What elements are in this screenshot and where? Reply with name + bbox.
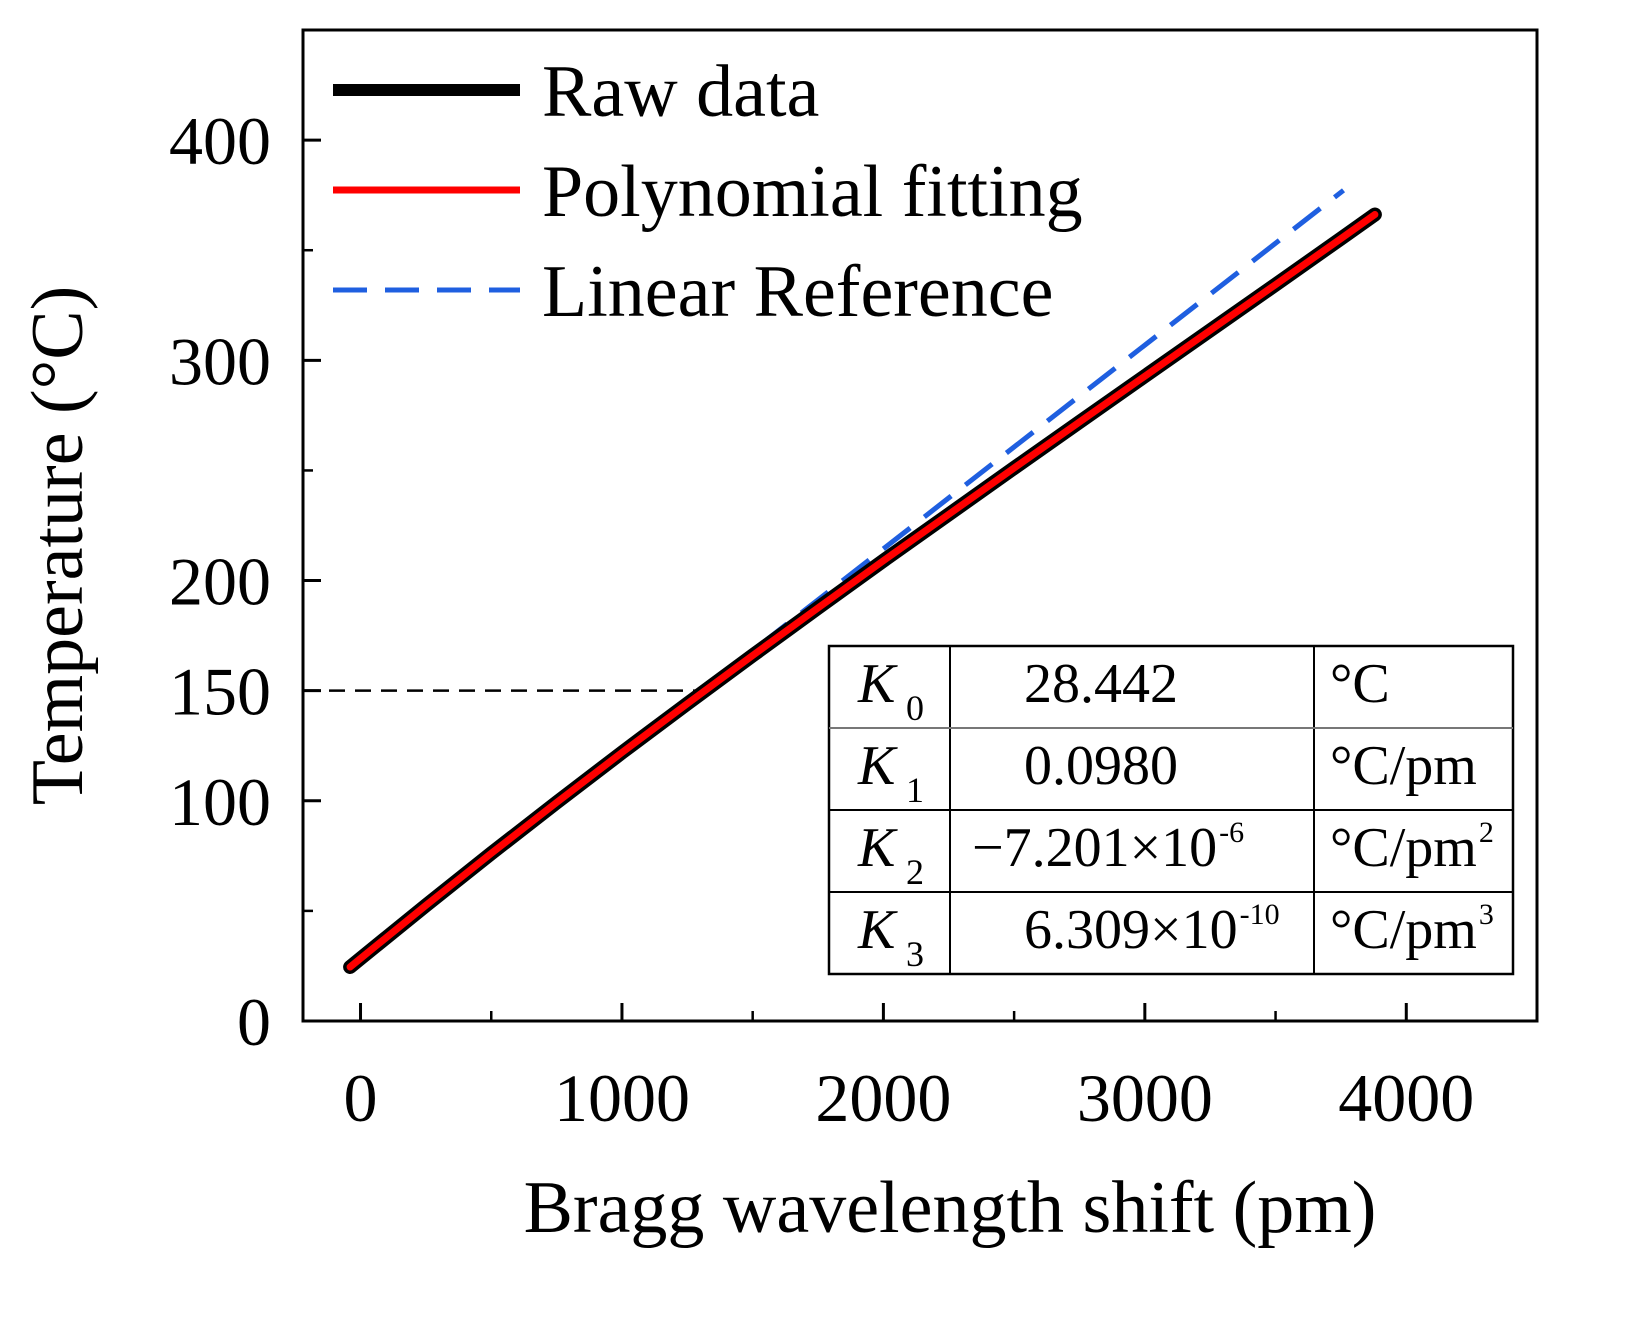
coefficient-value: 6.309×10 bbox=[1024, 899, 1238, 961]
series-group bbox=[343, 188, 1382, 974]
table-row: K 1 0.0980 °C/pm bbox=[857, 735, 1477, 810]
plot-frame bbox=[301, 28, 1539, 1023]
tick-labels: 0 1000 2000 3000 4000 0 100 150 200 300 400 bbox=[169, 103, 1474, 1136]
coefficient-table: K 0 28.442 °CK 1 0.0980 °C/pmK 2 −7.201×10 -6 °C/p… bbox=[827, 644, 1515, 976]
y-tick-label: 400 bbox=[169, 103, 271, 179]
coefficient-value: −7.201×10 bbox=[972, 817, 1217, 879]
coefficient-unit: °C/pm bbox=[1330, 817, 1477, 879]
coefficient-subscript: 1 bbox=[906, 770, 924, 810]
coefficient-value: 28.442 bbox=[1024, 653, 1178, 715]
legend-label: Linear Reference bbox=[542, 251, 1053, 333]
x-tick-label: 2000 bbox=[815, 1060, 951, 1136]
coefficient-unit: °C/pm bbox=[1330, 899, 1477, 961]
legend-entry-linear-reference: Linear Reference bbox=[333, 251, 1053, 333]
table-row: K 2 −7.201×10 -6 °C/pm 2 bbox=[857, 816, 1494, 892]
coefficient-exponent: -6 bbox=[1219, 816, 1244, 849]
legend-entry-raw-data: Raw data bbox=[333, 51, 819, 133]
legend: Raw data Polynomial fitting Linear Referen… bbox=[333, 51, 1083, 333]
y-tick-label: 300 bbox=[169, 323, 271, 399]
series-polynomial-fitting bbox=[346, 211, 1379, 971]
coefficient-symbol: K bbox=[857, 653, 898, 715]
table-row: K 0 28.442 °C bbox=[857, 653, 1390, 728]
legend-entry-polynomial-fitting: Polynomial fitting bbox=[333, 151, 1083, 233]
legend-label: Polynomial fitting bbox=[542, 151, 1083, 233]
legend-label: Raw data bbox=[542, 51, 819, 133]
unit-exponent: 2 bbox=[1479, 816, 1494, 849]
table-row: K 3 6.309×10 -10 °C/pm 3 bbox=[857, 898, 1494, 974]
y-tick-label: 150 bbox=[169, 654, 271, 730]
y-tick-label: 0 bbox=[237, 984, 271, 1060]
coefficient-symbol: K bbox=[857, 817, 898, 879]
unit-exponent: 3 bbox=[1479, 898, 1494, 931]
coefficient-symbol: K bbox=[857, 899, 898, 961]
coefficient-unit: °C/pm bbox=[1330, 735, 1477, 797]
y-axis-title: Temperature (°C) bbox=[17, 286, 99, 806]
coefficient-subscript: 3 bbox=[906, 934, 924, 974]
y-tick-label: 200 bbox=[169, 544, 271, 620]
x-tick-label: 0 bbox=[344, 1060, 378, 1136]
coefficient-subscript: 2 bbox=[906, 852, 924, 892]
coefficient-symbol: K bbox=[857, 735, 898, 797]
x-tick-label: 1000 bbox=[554, 1060, 690, 1136]
x-tick-label: 3000 bbox=[1077, 1060, 1213, 1136]
coefficient-unit: °C bbox=[1330, 653, 1390, 715]
coefficient-exponent: -10 bbox=[1240, 898, 1280, 931]
x-axis-title: Bragg wavelength shift (pm) bbox=[524, 1167, 1377, 1249]
coefficient-subscript: 0 bbox=[906, 688, 924, 728]
coefficient-value: 0.0980 bbox=[1024, 735, 1178, 797]
y-tick-label: 100 bbox=[169, 764, 271, 840]
x-tick-label: 4000 bbox=[1338, 1060, 1474, 1136]
